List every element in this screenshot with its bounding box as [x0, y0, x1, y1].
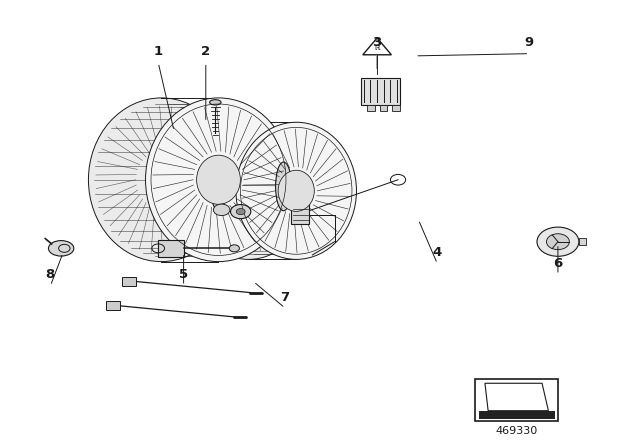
Circle shape	[229, 245, 239, 252]
Text: 8: 8	[45, 268, 55, 281]
Bar	[360, 78, 400, 104]
Text: 4: 4	[433, 246, 442, 259]
Text: 7: 7	[280, 290, 290, 303]
Ellipse shape	[210, 99, 221, 105]
Circle shape	[547, 234, 570, 250]
Ellipse shape	[188, 122, 309, 259]
Circle shape	[236, 208, 245, 215]
Bar	[380, 104, 387, 111]
Bar	[158, 240, 184, 257]
Text: 469330: 469330	[495, 426, 538, 435]
Ellipse shape	[276, 162, 291, 211]
Ellipse shape	[88, 98, 234, 262]
Text: 5: 5	[179, 268, 188, 281]
Polygon shape	[485, 383, 548, 411]
Bar	[106, 302, 120, 310]
Text: 3: 3	[372, 36, 381, 49]
Text: 2: 2	[201, 45, 211, 58]
Text: 1: 1	[154, 45, 163, 58]
Bar	[215, 162, 284, 211]
Text: 9: 9	[525, 36, 534, 49]
Text: 6: 6	[554, 257, 563, 270]
Bar	[479, 411, 555, 419]
Text: ℝ: ℝ	[374, 45, 380, 52]
Ellipse shape	[196, 155, 241, 204]
Ellipse shape	[236, 122, 356, 259]
Ellipse shape	[211, 162, 227, 211]
Ellipse shape	[278, 170, 314, 211]
Bar	[476, 379, 558, 421]
Bar	[392, 104, 400, 111]
Bar	[367, 104, 374, 111]
Bar	[122, 277, 136, 286]
Circle shape	[537, 227, 579, 256]
Circle shape	[230, 205, 251, 219]
Circle shape	[213, 204, 230, 215]
Ellipse shape	[49, 241, 74, 256]
Ellipse shape	[145, 98, 291, 262]
Bar	[291, 202, 309, 224]
Bar	[579, 238, 586, 245]
